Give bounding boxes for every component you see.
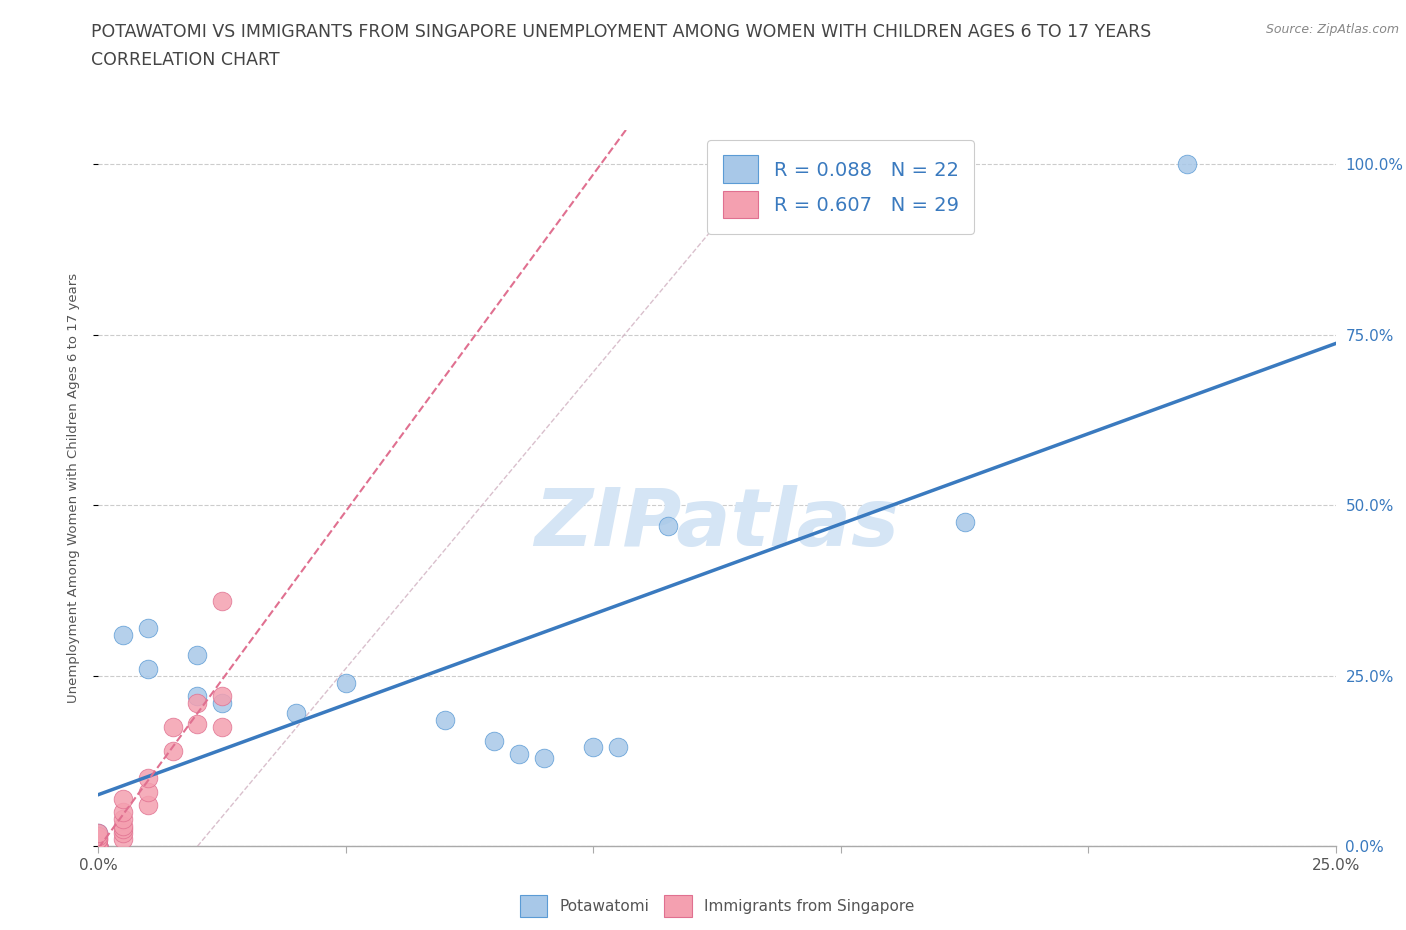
Point: [335, 675, 357, 690]
Point: [136, 620, 159, 635]
Text: ZIPatlas: ZIPatlas: [534, 485, 900, 563]
Point: [87, 839, 110, 854]
Point: [211, 689, 233, 704]
Point: [87, 839, 110, 854]
Point: [1175, 157, 1198, 172]
Point: [186, 696, 208, 711]
Point: [186, 689, 208, 704]
Point: [186, 648, 208, 663]
Point: [87, 839, 110, 854]
Point: [136, 771, 159, 786]
Text: CORRELATION CHART: CORRELATION CHART: [91, 51, 280, 69]
Point: [87, 839, 110, 854]
Point: [87, 839, 110, 854]
Point: [87, 829, 110, 844]
Point: [533, 751, 555, 765]
Point: [136, 661, 159, 676]
Point: [582, 740, 605, 755]
Point: [87, 839, 110, 854]
Point: [87, 839, 110, 854]
Point: [433, 712, 456, 727]
Point: [112, 825, 135, 840]
Point: [87, 839, 110, 854]
Point: [87, 825, 110, 840]
Point: [186, 716, 208, 731]
Point: [87, 839, 110, 854]
Point: [112, 628, 135, 643]
Text: POTAWATOMI VS IMMIGRANTS FROM SINGAPORE UNEMPLOYMENT AMONG WOMEN WITH CHILDREN A: POTAWATOMI VS IMMIGRANTS FROM SINGAPORE …: [91, 23, 1152, 41]
Point: [657, 518, 679, 533]
Point: [211, 720, 233, 735]
Point: [112, 832, 135, 847]
Point: [211, 696, 233, 711]
Point: [87, 839, 110, 854]
Y-axis label: Unemployment Among Women with Children Ages 6 to 17 years: Unemployment Among Women with Children A…: [67, 273, 80, 703]
Point: [87, 825, 110, 840]
Point: [162, 720, 184, 735]
Point: [87, 832, 110, 847]
Point: [136, 798, 159, 813]
Point: [285, 706, 308, 721]
Point: [112, 822, 135, 837]
Point: [112, 812, 135, 827]
Point: [112, 818, 135, 833]
Point: [508, 747, 530, 762]
Point: [112, 804, 135, 819]
Point: [953, 515, 976, 530]
Point: [87, 839, 110, 854]
Point: [211, 593, 233, 608]
Point: [162, 743, 184, 758]
Point: [484, 733, 506, 748]
Point: [87, 832, 110, 847]
Point: [112, 791, 135, 806]
Point: [87, 839, 110, 854]
Legend: Potawatomi, Immigrants from Singapore: Potawatomi, Immigrants from Singapore: [512, 888, 922, 924]
Point: [607, 740, 630, 755]
Point: [136, 784, 159, 799]
Text: Source: ZipAtlas.com: Source: ZipAtlas.com: [1265, 23, 1399, 36]
